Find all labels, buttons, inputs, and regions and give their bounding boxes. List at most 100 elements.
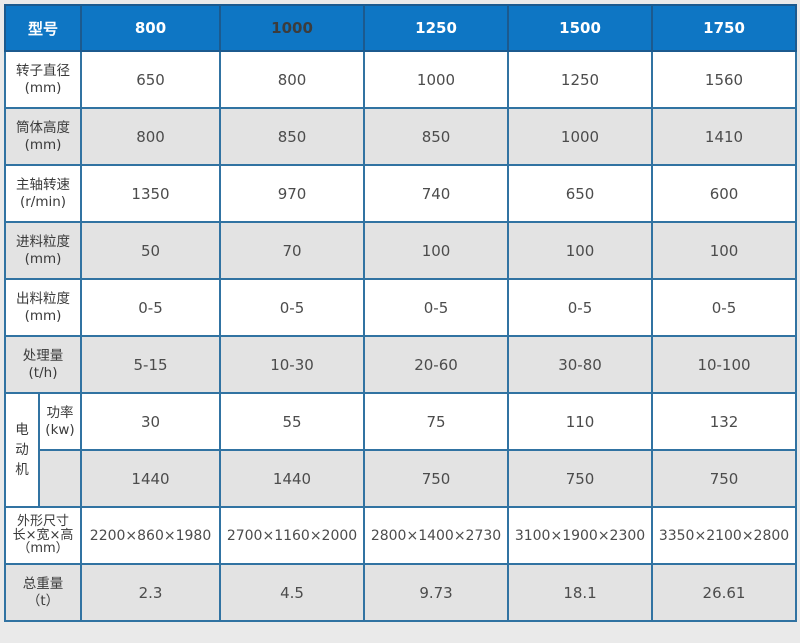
row-cylinder-height: 筒体高度 (mm) 800 850 850 1000 1410: [3, 107, 798, 166]
cell-value: 5-15: [80, 335, 222, 394]
cell-value: 650: [80, 50, 222, 109]
cell-value: 1440: [80, 449, 222, 508]
row-label-text: 出料粒度: [16, 290, 70, 307]
cell-value: 850: [363, 107, 510, 166]
cell-value: 20-60: [363, 335, 510, 394]
cell-value: 0-5: [80, 278, 222, 337]
cell-value: 2700×1160×2000: [219, 506, 366, 565]
row-label-unit: (mm): [24, 250, 62, 267]
header-col-1250: 1250: [363, 4, 510, 52]
cell-value: 2800×1400×2730: [363, 506, 510, 565]
row-discharge-size: 出料粒度 (mm) 0-5 0-5 0-5 0-5 0-5: [3, 278, 798, 337]
row-label-text: 筒体高度: [16, 119, 70, 136]
row-label-unit: (t/h): [28, 364, 58, 381]
cell-value: 1350: [80, 164, 222, 223]
header-model-label: 型号: [3, 4, 83, 52]
cell-value: 0-5: [363, 278, 510, 337]
row-label-motor-power: 功率 (kw): [37, 392, 83, 451]
row-spindle-speed: 主轴转速 (r/min) 1350 970 740 650 600: [3, 164, 798, 223]
cell-value: 1560: [651, 50, 798, 109]
cell-value: 2.3: [80, 563, 222, 622]
row-capacity: 处理量 (t/h) 5-15 10-30 20-60 30-80 10-100: [3, 335, 798, 394]
row-label-text: 外形尺寸: [17, 514, 70, 530]
row-label-text: 总重量: [22, 575, 64, 592]
cell-value: 10-100: [651, 335, 798, 394]
cell-value: 100: [651, 221, 798, 280]
cell-value: 10-30: [219, 335, 366, 394]
row-label-unit: (mm): [24, 136, 62, 153]
cell-value: 75: [363, 392, 510, 451]
cell-value: 0-5: [507, 278, 654, 337]
cell-value: 800: [219, 50, 366, 109]
row-motor-power: 电动机 功率 (kw) 30 55 75 110 132: [4, 392, 798, 508]
row-motor-speed: 1440 1440 750 750 750: [5, 449, 798, 508]
header-col-1750: 1750: [651, 4, 798, 52]
spec-table: 型号 800 1000 1250 1500 1750 转子直径 (mm) 650…: [3, 4, 798, 622]
header-col-1500: 1500: [507, 4, 654, 52]
cell-value: 70: [219, 221, 366, 280]
row-label-total-weight: 总重量 （t）: [3, 563, 83, 622]
row-label-sub: 长×宽×高: [12, 527, 74, 543]
cell-value: 4.5: [219, 563, 366, 622]
row-label-text: 功率: [46, 404, 74, 421]
row-total-weight: 总重量 （t） 2.3 4.5 9.73 18.1 26.61: [3, 563, 798, 622]
row-label-text: 进料粒度: [16, 233, 70, 250]
row-label-unit: （t）: [26, 592, 60, 609]
cell-value: 850: [219, 107, 366, 166]
cell-value: 650: [507, 164, 654, 223]
row-label-unit: （mm）: [17, 541, 69, 557]
row-feed-size: 进料粒度 (mm) 50 70 100 100 100: [3, 221, 798, 280]
cell-value: 2200×860×1980: [80, 506, 222, 565]
row-label-text: 转子直径: [16, 62, 70, 79]
row-label-spindle-speed: 主轴转速 (r/min): [3, 164, 83, 223]
row-label-unit: (r/min): [19, 193, 67, 210]
row-label-text: 处理量: [22, 347, 64, 364]
motor-group-label: 电动机: [15, 421, 29, 479]
motor-group-label-cell: 电动机: [4, 392, 40, 508]
cell-value: 26.61: [651, 563, 798, 622]
cell-value: 3350×2100×2800: [651, 506, 798, 565]
cell-value: 50: [80, 221, 222, 280]
cell-value: 1440: [219, 449, 366, 508]
cell-value: 0-5: [219, 278, 366, 337]
cell-value: 750: [507, 449, 654, 508]
cell-value: 18.1: [507, 563, 654, 622]
cell-value: 110: [507, 392, 654, 451]
row-label-capacity: 处理量 (t/h): [3, 335, 83, 394]
cell-value: 740: [363, 164, 510, 223]
cell-value: 970: [219, 164, 366, 223]
cell-value: 55: [219, 392, 366, 451]
cell-value: 1000: [363, 50, 510, 109]
cell-value: 0-5: [651, 278, 798, 337]
row-label-discharge-size: 出料粒度 (mm): [3, 278, 83, 337]
cell-value: 750: [363, 449, 510, 508]
cell-value: 1250: [507, 50, 654, 109]
cell-value: 9.73: [363, 563, 510, 622]
cell-value: 3100×1900×2300: [507, 506, 654, 565]
page-background: 型号 800 1000 1250 1500 1750 转子直径 (mm) 650…: [3, 4, 798, 622]
cell-value: 600: [651, 164, 798, 223]
row-label-unit: (kw): [45, 421, 75, 438]
cell-value: 132: [651, 392, 798, 451]
cell-value: 1000: [507, 107, 654, 166]
cell-value: 30: [80, 392, 222, 451]
header-col-800: 800: [80, 4, 222, 52]
row-label-cylinder-height: 筒体高度 (mm): [3, 107, 83, 166]
cell-value: 750: [651, 449, 798, 508]
row-label-text: 主轴转速: [16, 176, 70, 193]
row-label-unit: (mm): [24, 307, 62, 324]
cell-value: 100: [507, 221, 654, 280]
header-col-1000: 1000: [219, 4, 366, 52]
cell-value: 1410: [651, 107, 798, 166]
row-label-rotor-diameter: 转子直径 (mm): [3, 50, 83, 109]
row-label-motor-speed-empty: [37, 449, 83, 508]
row-label-unit: (mm): [24, 79, 62, 96]
row-rotor-diameter: 转子直径 (mm) 650 800 1000 1250 1560: [3, 50, 798, 109]
row-dimensions: 外形尺寸 长×宽×高 （mm） 2200×860×1980 2700×1160×…: [3, 506, 798, 565]
cell-value: 800: [80, 107, 222, 166]
header-row: 型号 800 1000 1250 1500 1750: [3, 4, 798, 52]
cell-value: 100: [363, 221, 510, 280]
row-label-dimensions: 外形尺寸 长×宽×高 （mm）: [3, 506, 83, 565]
row-label-feed-size: 进料粒度 (mm): [3, 221, 83, 280]
cell-value: 30-80: [507, 335, 654, 394]
